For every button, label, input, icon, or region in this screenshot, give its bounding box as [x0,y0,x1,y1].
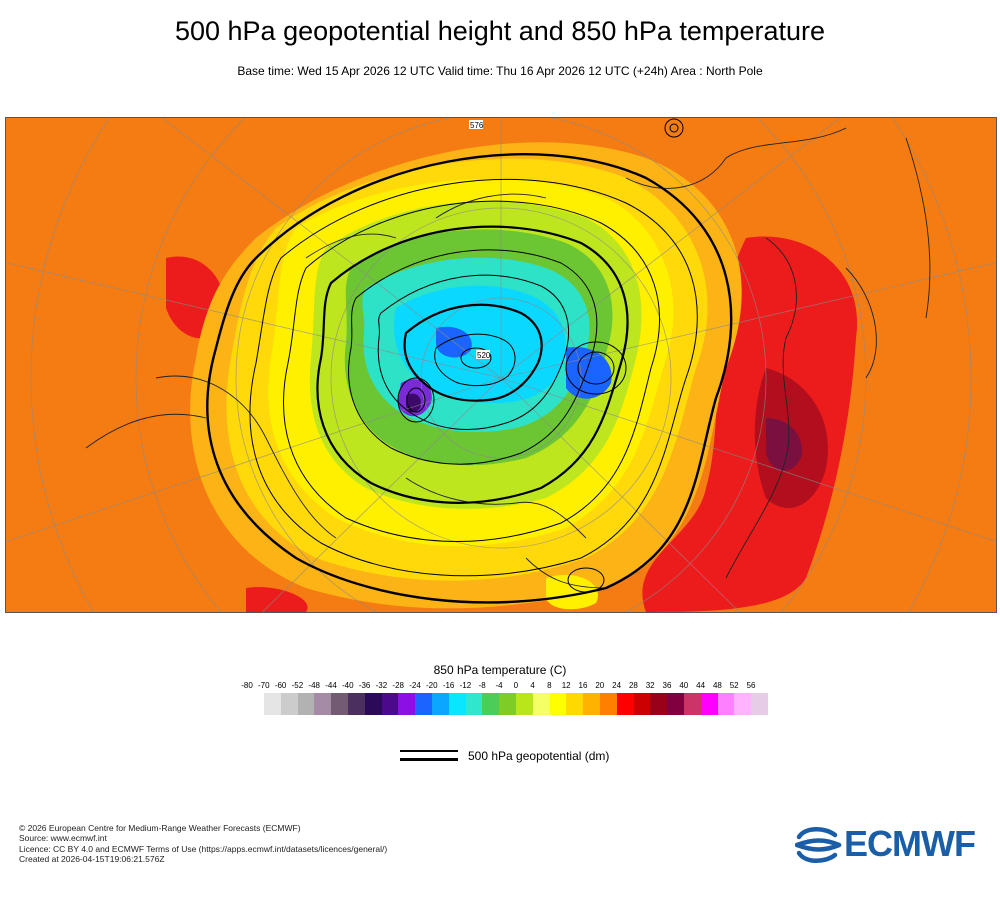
colorbar-swatch [482,693,500,715]
contour-label: 576 [470,121,484,130]
colorbar-tick-label: -48 [308,681,320,690]
colorbar-tick-label: -4 [495,681,503,690]
colorbar-swatch [583,693,600,715]
colorbar-tick-label: -24 [409,681,421,690]
colorbar-swatch [280,693,298,715]
colorbar-swatch [381,693,399,715]
colorbar-tick-label: -8 [478,681,486,690]
colorbar-swatch [650,693,668,715]
colorbar-swatch [700,693,718,715]
ecmwf-logo-text: ECMWF [844,823,976,864]
footer-line: Licence: CC BY 4.0 and ECMWF Terms of Us… [19,843,388,854]
colorbar-swatch [448,693,466,715]
colorbar-tick-label: -44 [325,681,337,690]
colorbar-tick-label: 40 [679,681,689,690]
colorbar-swatch [549,693,567,715]
colorbar-swatch [499,693,516,715]
colorbar-swatch [364,693,382,715]
colorbar-swatch [431,693,449,715]
footer-line: Source: www.ecmwf.int [19,833,107,844]
footer-credits: © 2026 European Centre for Medium-Range … [19,823,387,865]
colorbar-swatch [398,693,416,715]
colorbar-tick-label: 36 [662,681,672,690]
temperature-geopotential-map: 576 520 [6,118,996,612]
graticule [6,118,996,612]
colorbar-tick-label: -12 [459,681,472,690]
colorbar-swatch [532,693,550,715]
colorbar-tick-label: 44 [696,681,706,690]
colorbar-tick-label: 20 [595,681,605,690]
colorbar-swatch [465,693,483,715]
colorbar [264,693,768,715]
temp-field-4b [546,574,598,610]
colorbar-tick-label: 48 [712,681,722,690]
colorbar-swatch [415,693,432,715]
contour-label-group: 576 520 [469,120,491,360]
footer-line: Created at 2026-04-15T19:06:21.576Z [19,854,165,865]
colorbar-tick-label: -20 [426,681,438,690]
colorbar-tick-label: -16 [442,681,455,690]
colorbar-tick-label: 52 [729,681,739,690]
ecmwf-logo-icon[interactable] [795,825,985,865]
colorbar-swatch [751,693,768,715]
colorbar-tick-label: 12 [561,681,571,690]
temp-field-24c [246,587,308,612]
colorbar-tick-label: -36 [358,681,371,690]
colorbar-tick-label: 0 [513,681,519,690]
colorbar-swatch [515,693,533,715]
colorbar-swatch [599,693,617,715]
colorbar-tick-label: 32 [645,681,655,690]
colorbar-tick-label: -80 [241,681,253,690]
colorbar-swatch [667,693,684,715]
colorbar-title: 850 hPa temperature (C) [433,663,567,677]
colorbar-tick-label: -28 [392,681,404,690]
colorbar-swatch [314,693,332,715]
legend-thick-line [400,758,458,761]
geopotential-legend-line [400,750,458,762]
colorbar-swatch [683,693,701,715]
chart-title: 500 hPa geopotential height and 850 hPa … [174,16,825,46]
map-panel[interactable]: 576 520 [5,117,997,613]
colorbar-swatch [717,693,735,715]
colorbar-tick-label: -40 [342,681,354,690]
colorbar-tick-label: 8 [547,681,552,690]
colorbar-tick-label: 4 [530,681,535,690]
colorbar-tick-label: 24 [612,681,622,690]
colorbar-tick-label: -70 [258,681,270,690]
legend-thin-line [400,750,458,752]
colorbar-tick-label: -52 [291,681,304,690]
temp-field-24 [642,236,858,612]
geopotential-legend-label: 500 hPa geopotential (dm) [468,749,610,763]
temp-field-32 [766,418,802,471]
colorbar-swatch [633,693,651,715]
colorbar-swatch [297,693,315,715]
colorbar-tick-label: 56 [746,681,756,690]
chart-subtitle: Base time: Wed 15 Apr 2026 12 UTC Valid … [237,64,763,78]
colorbar-swatch [616,693,634,715]
footer-line: © 2026 European Centre for Medium-Range … [19,823,301,833]
geopotential-contours [206,118,733,604]
colorbar-tick-label: 16 [578,681,588,690]
temp-field-m32 [406,393,421,413]
colorbar-tick-label: 28 [628,681,638,690]
colorbar-swatch [347,693,365,715]
colorbar-tick-label: -60 [274,681,287,690]
colorbar-swatch [734,693,752,715]
colorbar-swatch [331,693,348,715]
contour-label: 520 [477,351,491,360]
colorbar-swatch [566,693,584,715]
colorbar-tick-label: -32 [375,681,388,690]
colorbar-swatch [264,693,281,715]
